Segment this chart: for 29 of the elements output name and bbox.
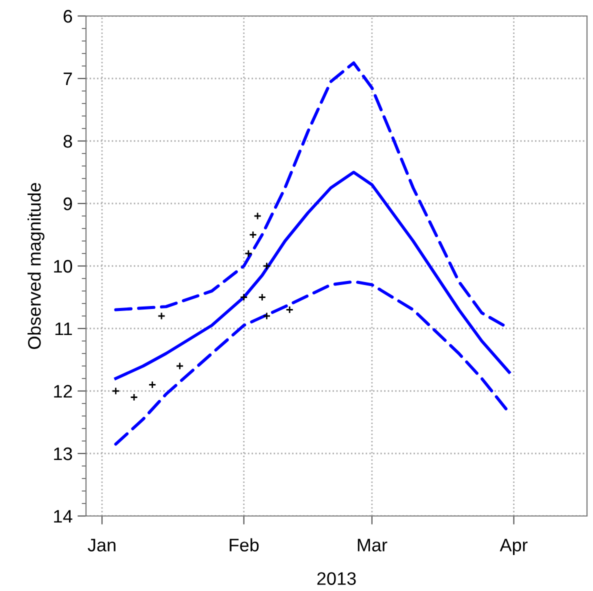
y-tick-label: 11 [55, 322, 72, 336]
y-tick-label: 13 [54, 447, 72, 460]
point [286, 306, 294, 314]
y-axis-title: Observed magnitude [28, 182, 44, 349]
y-tick-label: 12 [54, 384, 72, 398]
x-tick-label: Jan [88, 538, 116, 552]
point [130, 393, 138, 402]
y-tick-label: 14 [54, 510, 72, 523]
point [244, 250, 252, 258]
x-tick-label: Feb [230, 538, 259, 552]
point [112, 387, 120, 395]
x-tick-label: Apr [500, 538, 528, 556]
point [262, 262, 271, 270]
point [249, 230, 257, 239]
x-tick-label: Mar [358, 538, 388, 552]
y-tick-label: 6 [64, 10, 72, 23]
x-axis-title: 2013 [317, 572, 356, 585]
y-tick-label: 9 [64, 197, 72, 210]
y-tick-label: 7 [64, 72, 72, 86]
y-tick-label: 8 [64, 134, 72, 148]
point [254, 212, 262, 220]
point [158, 312, 166, 320]
point [148, 380, 156, 389]
point [176, 362, 184, 370]
y-tick-label: 10 [54, 260, 72, 273]
point [262, 312, 271, 320]
point [240, 293, 248, 302]
point [258, 293, 266, 302]
line-series [114, 170, 511, 380]
